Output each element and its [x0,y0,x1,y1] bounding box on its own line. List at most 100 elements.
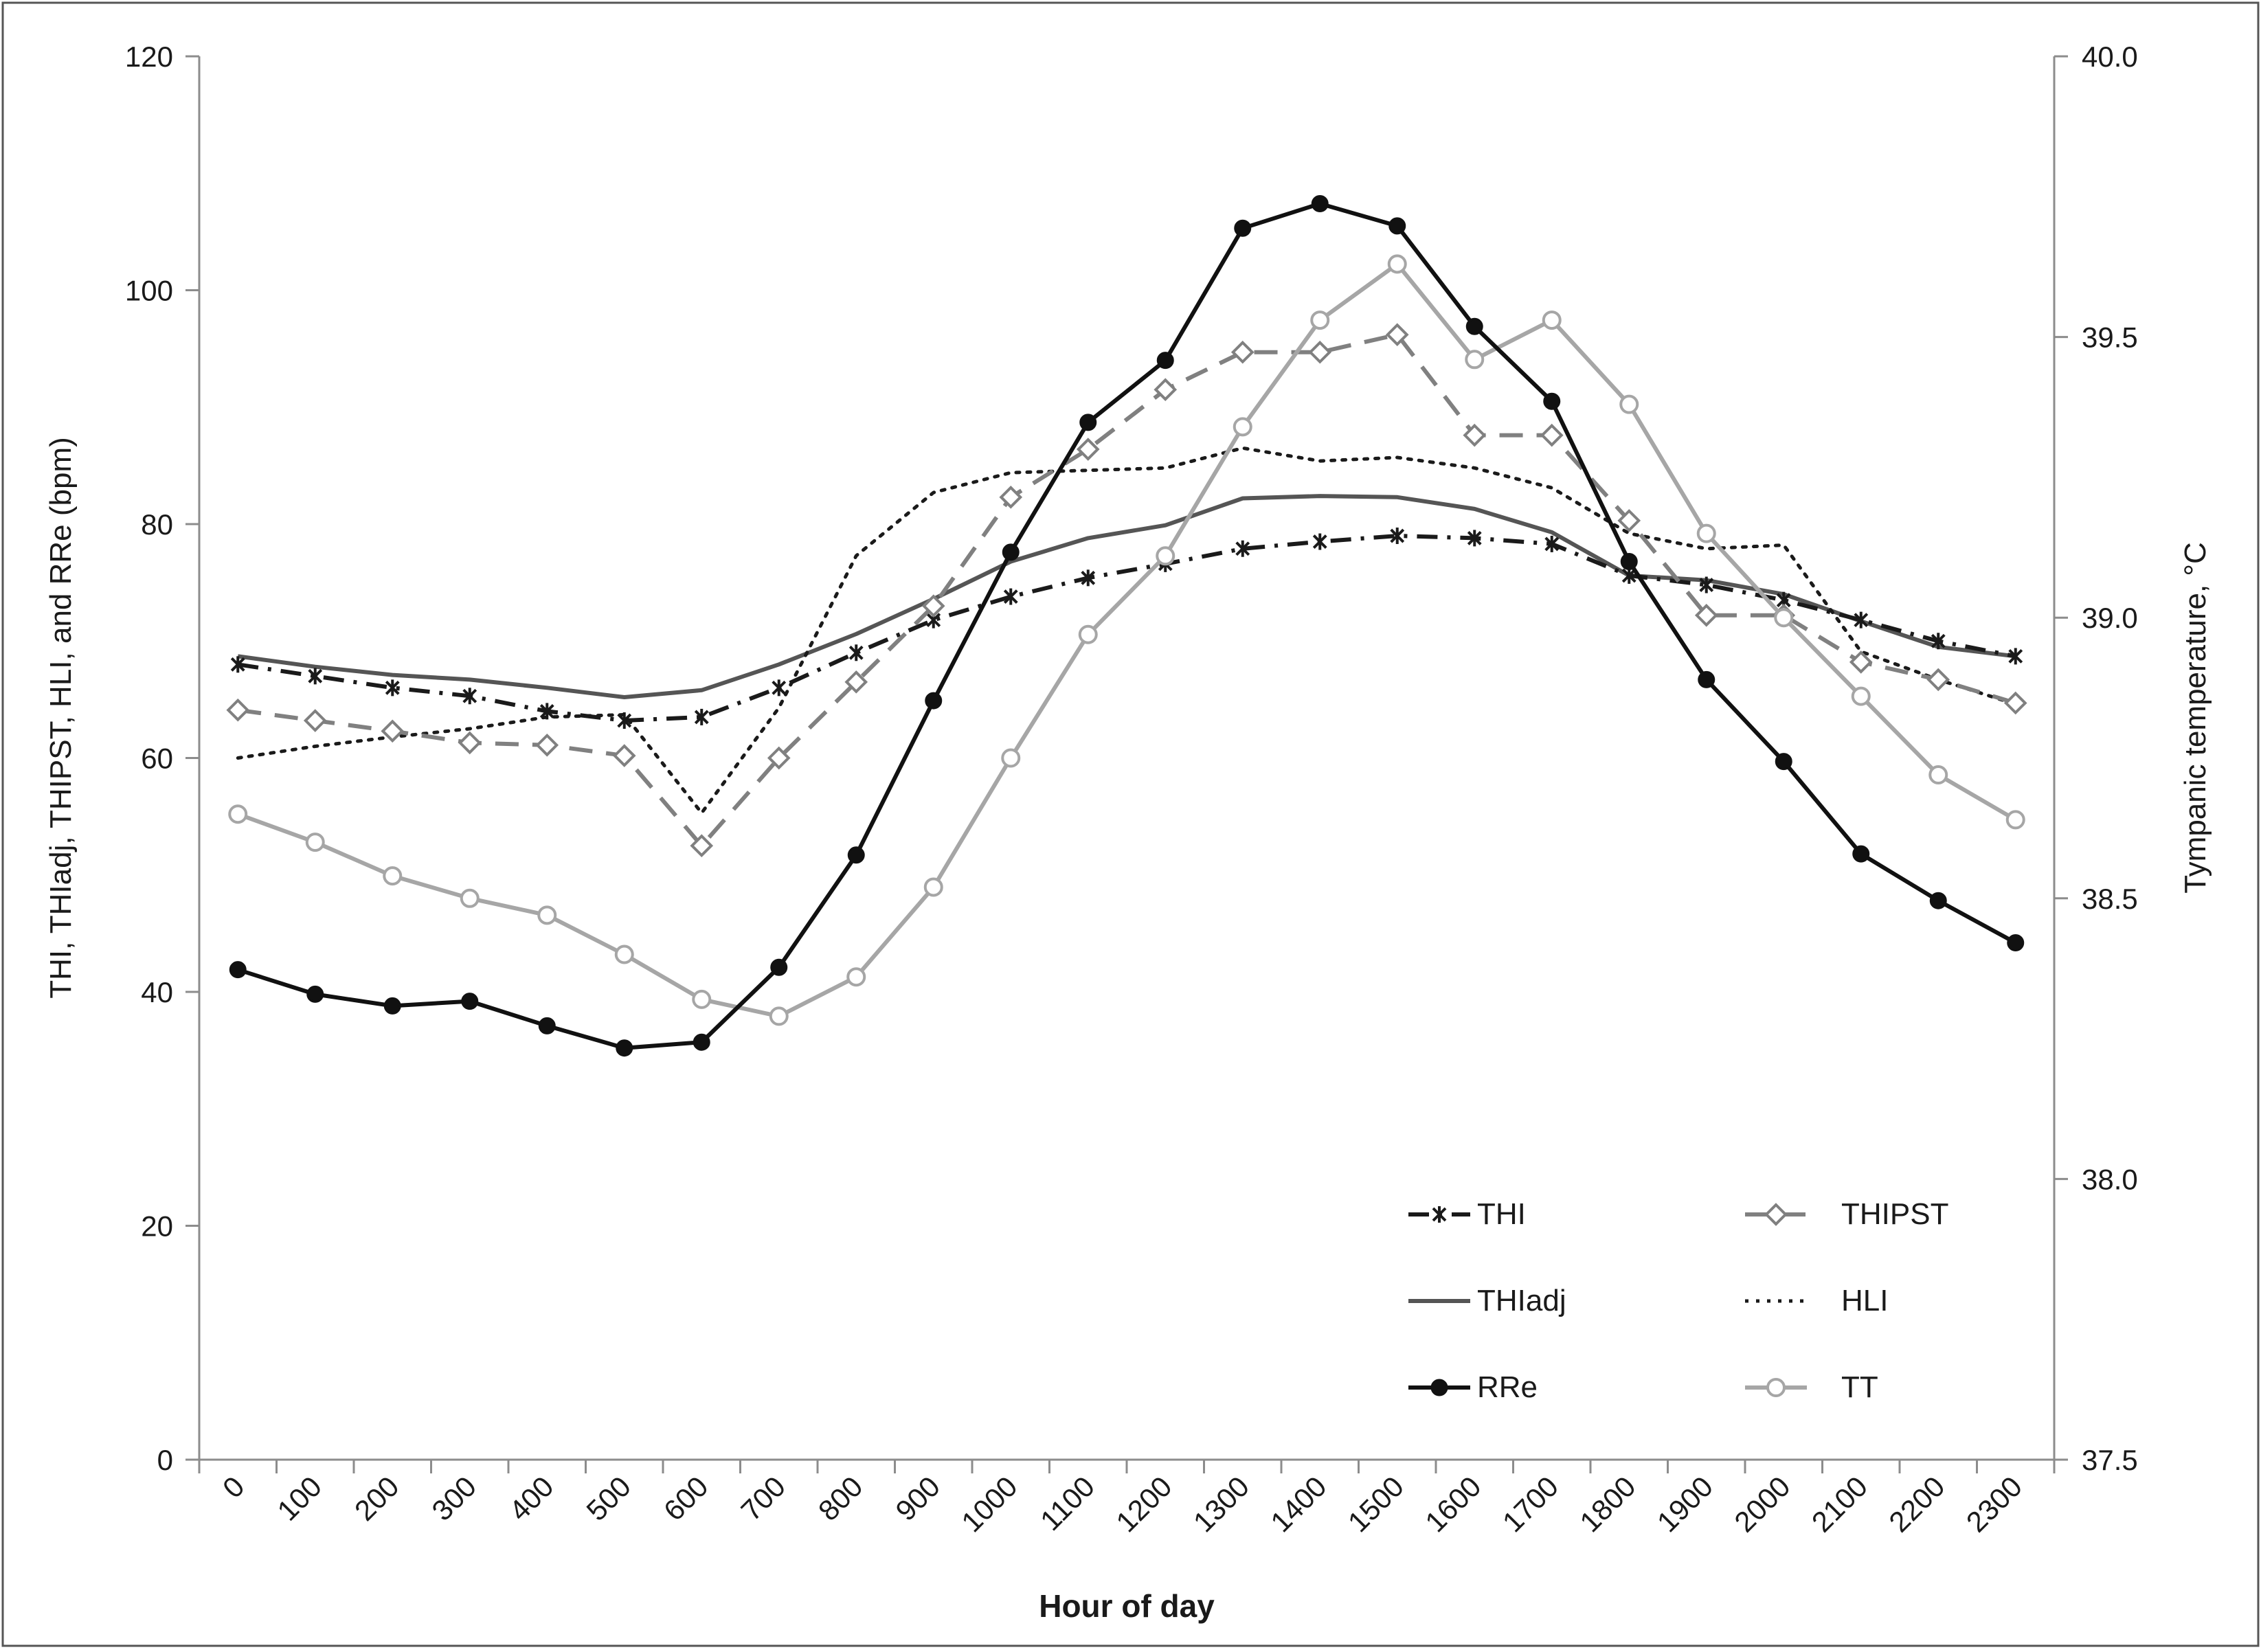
legend-swatch-marker [1764,1203,1788,1226]
y-left-tick-label: 120 [125,41,173,73]
asterisk-stroke [1432,1207,1447,1222]
asterisk-stroke [1467,531,1482,545]
data-point-thi [694,708,709,725]
data-point-rre [1311,195,1329,213]
y-left-tick-label: 80 [141,508,173,541]
data-point-rre [1620,552,1638,570]
asterisk-stroke [385,680,400,695]
legend-item-rre: RRe [1408,1370,1538,1404]
asterisk-stroke [1390,528,1405,543]
asterisk-stroke [1312,534,1327,549]
y-left-tick-label: 40 [141,976,173,1008]
data-point-thi [1235,540,1250,557]
data-point-rre [538,1017,556,1034]
data-point-thi [385,679,400,697]
asterisk-stroke [230,657,245,672]
data-point-tt [1696,523,1716,543]
series-layer [226,195,2027,1057]
data-point-thipst [1154,378,1178,402]
axes-layer [185,55,2068,1473]
asterisk-stroke [1776,593,1791,608]
data-point-thi [1312,533,1327,550]
asterisk-stroke [1235,541,1250,556]
series-line-tt [237,262,2017,1019]
data-point-rre [1079,414,1097,431]
data-point-tt [614,944,634,964]
data-point-thipst [999,486,1023,509]
data-point-rre [1388,217,1406,235]
y-right-tick-label: 39.5 [2082,321,2138,354]
data-point-tt [769,1006,789,1026]
data-point-thipst [381,719,405,743]
data-point-rre [925,692,943,710]
legend-label-thiadj: THIadj [1477,1284,1566,1317]
legend-swatch-marker [1766,1378,1786,1397]
data-point-tt [1078,624,1098,644]
data-point-thi [1854,611,1869,629]
data-point-thi [1544,535,1560,552]
asterisk-stroke [926,613,941,628]
asterisk-stroke [539,703,554,718]
legend-item-thipst: THIPST [1745,1197,1948,1231]
legend-item-tt: TT [1745,1370,1878,1404]
y-right-tick-label: 37.5 [2082,1444,2138,1476]
data-point-thipst [1617,509,1641,532]
series-line-thipst [237,332,2016,848]
data-point-rre [1775,753,1792,771]
data-point-rre [847,846,865,864]
data-point-thipst [1926,668,1950,692]
series-line-rre [237,201,2017,1050]
data-point-rre [1543,392,1561,410]
data-point-thipst [2003,691,2027,715]
data-point-thipst [535,733,559,757]
data-point-thi [462,688,477,705]
data-point-tt [1619,394,1639,414]
data-point-thi [230,656,245,673]
data-point-thipst [1463,423,1487,447]
data-point-thi [1699,576,1714,593]
legend-swatch-marker [1430,1379,1448,1396]
data-point-thipst [767,746,791,770]
legend-label-thi: THI [1477,1197,1526,1231]
y-right-tick-label: 39.0 [2082,602,2138,634]
data-point-tt [2005,810,2025,830]
data-point-thi [1081,569,1096,587]
data-point-tt [1387,254,1407,274]
data-point-tt [1001,748,1021,768]
data-point-tt [1310,310,1330,330]
y-axis-right-title: Tympanic temperature, °C [2179,542,2212,894]
asterisk-stroke [848,645,864,660]
asterisk-stroke [462,688,477,703]
data-point-thipst [612,744,636,767]
data-point-tt [692,989,712,1009]
y-axis-left-title: THI, THIadj, THIPST, HLI, and RRe (bpm) [44,437,78,999]
y-left-tick-label: 20 [141,1210,173,1243]
asterisk-stroke [1699,578,1714,592]
data-point-thipst [458,731,482,755]
asterisk-stroke [1081,570,1096,585]
data-point-tt [1156,546,1176,566]
y-right-tick-label: 38.0 [2082,1163,2138,1195]
legend-label-rre: RRe [1477,1370,1538,1404]
y-right-tick-label: 38.5 [2082,883,2138,915]
data-point-rre [229,961,247,979]
series-line-thi [237,534,2016,723]
asterisk-stroke [1854,613,1869,628]
data-point-thipst [1308,340,1332,364]
asterisk-stroke [617,713,632,728]
asterisk-stroke [308,668,323,683]
data-point-rre [1156,352,1174,370]
data-point-thipst [1540,423,1564,447]
asterisk-stroke [694,710,709,725]
data-point-thi [308,668,323,685]
data-point-tt [1774,608,1794,628]
data-point-rre [1465,317,1483,335]
data-point-tt [228,804,248,824]
y-left-tick-label: 0 [157,1444,173,1476]
data-point-tt [537,905,557,925]
data-point-thi [617,712,632,729]
asterisk-stroke [1003,589,1018,604]
